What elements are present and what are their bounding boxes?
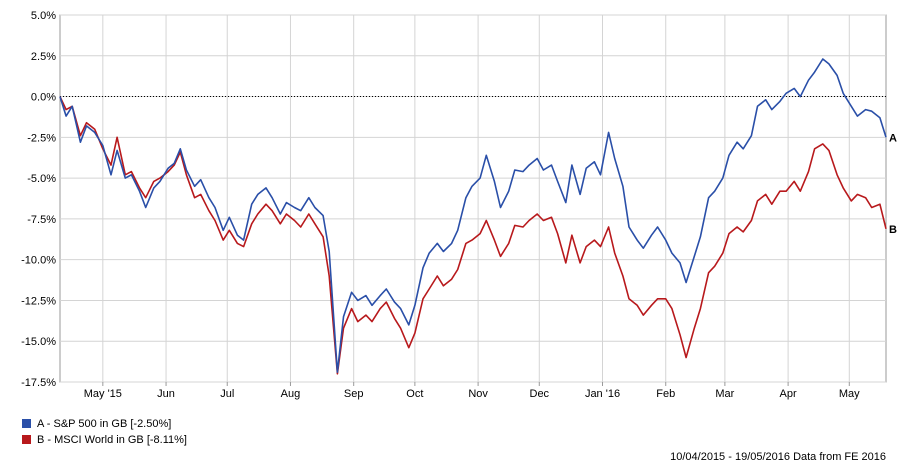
y-tick-label: -10.0% <box>21 255 56 267</box>
y-tick-label: -5.0% <box>27 173 56 185</box>
legend: A - S&P 500 in GB [-2.50%] B - MSCI Worl… <box>22 416 187 448</box>
legend-item-b: B - MSCI World in GB [-8.11%] <box>22 432 187 447</box>
y-tick-label: -17.5% <box>21 377 56 389</box>
legend-label-a: A - S&P 500 in GB [-2.50%] <box>37 417 172 430</box>
y-tick-label: 5.0% <box>31 10 56 22</box>
legend-label-b: B - MSCI World in GB [-8.11%] <box>37 433 187 446</box>
y-tick-label: -7.5% <box>27 214 56 226</box>
x-tick-label: Dec <box>530 388 550 400</box>
x-tick-label: May '15 <box>84 388 122 400</box>
series-line-b <box>59 96 887 375</box>
x-tick-label: Nov <box>468 388 488 400</box>
y-tick-label: 2.5% <box>31 51 56 63</box>
x-tick-label: Mar <box>715 388 734 400</box>
line-chart: 5.0% 2.5% 0.0% -2.5% -5.0% -7.5% -10.0% -12.5% -… <box>21 10 897 400</box>
y-tick-label: -12.5% <box>21 295 56 307</box>
plot-area <box>59 14 887 383</box>
series-line-a <box>59 58 887 374</box>
x-tick-label: Aug <box>281 388 301 400</box>
y-tick-label: -2.5% <box>27 132 56 144</box>
series-end-labels: AB <box>889 132 897 236</box>
series-lines <box>59 58 887 375</box>
x-tick-label: Oct <box>406 388 423 400</box>
date-range-footer: 10/04/2015 - 19/05/2016 Data from FE 201… <box>670 451 886 463</box>
x-tick-label: Jan '16 <box>585 388 620 400</box>
y-axis-ticks: 5.0% 2.5% 0.0% -2.5% -5.0% -7.5% -10.0% -12.5% -… <box>21 10 56 389</box>
grid-lines <box>60 14 886 383</box>
x-tick-label: May <box>839 388 860 400</box>
x-tick-label: Jul <box>220 388 234 400</box>
x-tick-label: Jun <box>157 388 175 400</box>
y-tick-label: -15.0% <box>21 336 56 348</box>
y-tick-label: 0.0% <box>31 92 56 104</box>
series-end-label-b: B <box>889 224 897 236</box>
x-tick-label: Feb <box>656 388 675 400</box>
legend-swatch-a <box>22 419 31 428</box>
series-end-label-a: A <box>889 132 897 144</box>
x-tick-label: Sep <box>344 388 364 400</box>
legend-swatch-b <box>22 435 31 444</box>
x-tick-label: Apr <box>780 388 797 400</box>
legend-item-a: A - S&P 500 in GB [-2.50%] <box>22 416 187 431</box>
x-axis-ticks: May '15 Jun Jul Aug Sep Oct Nov Dec Jan '16 Feb Ma… <box>84 382 860 400</box>
